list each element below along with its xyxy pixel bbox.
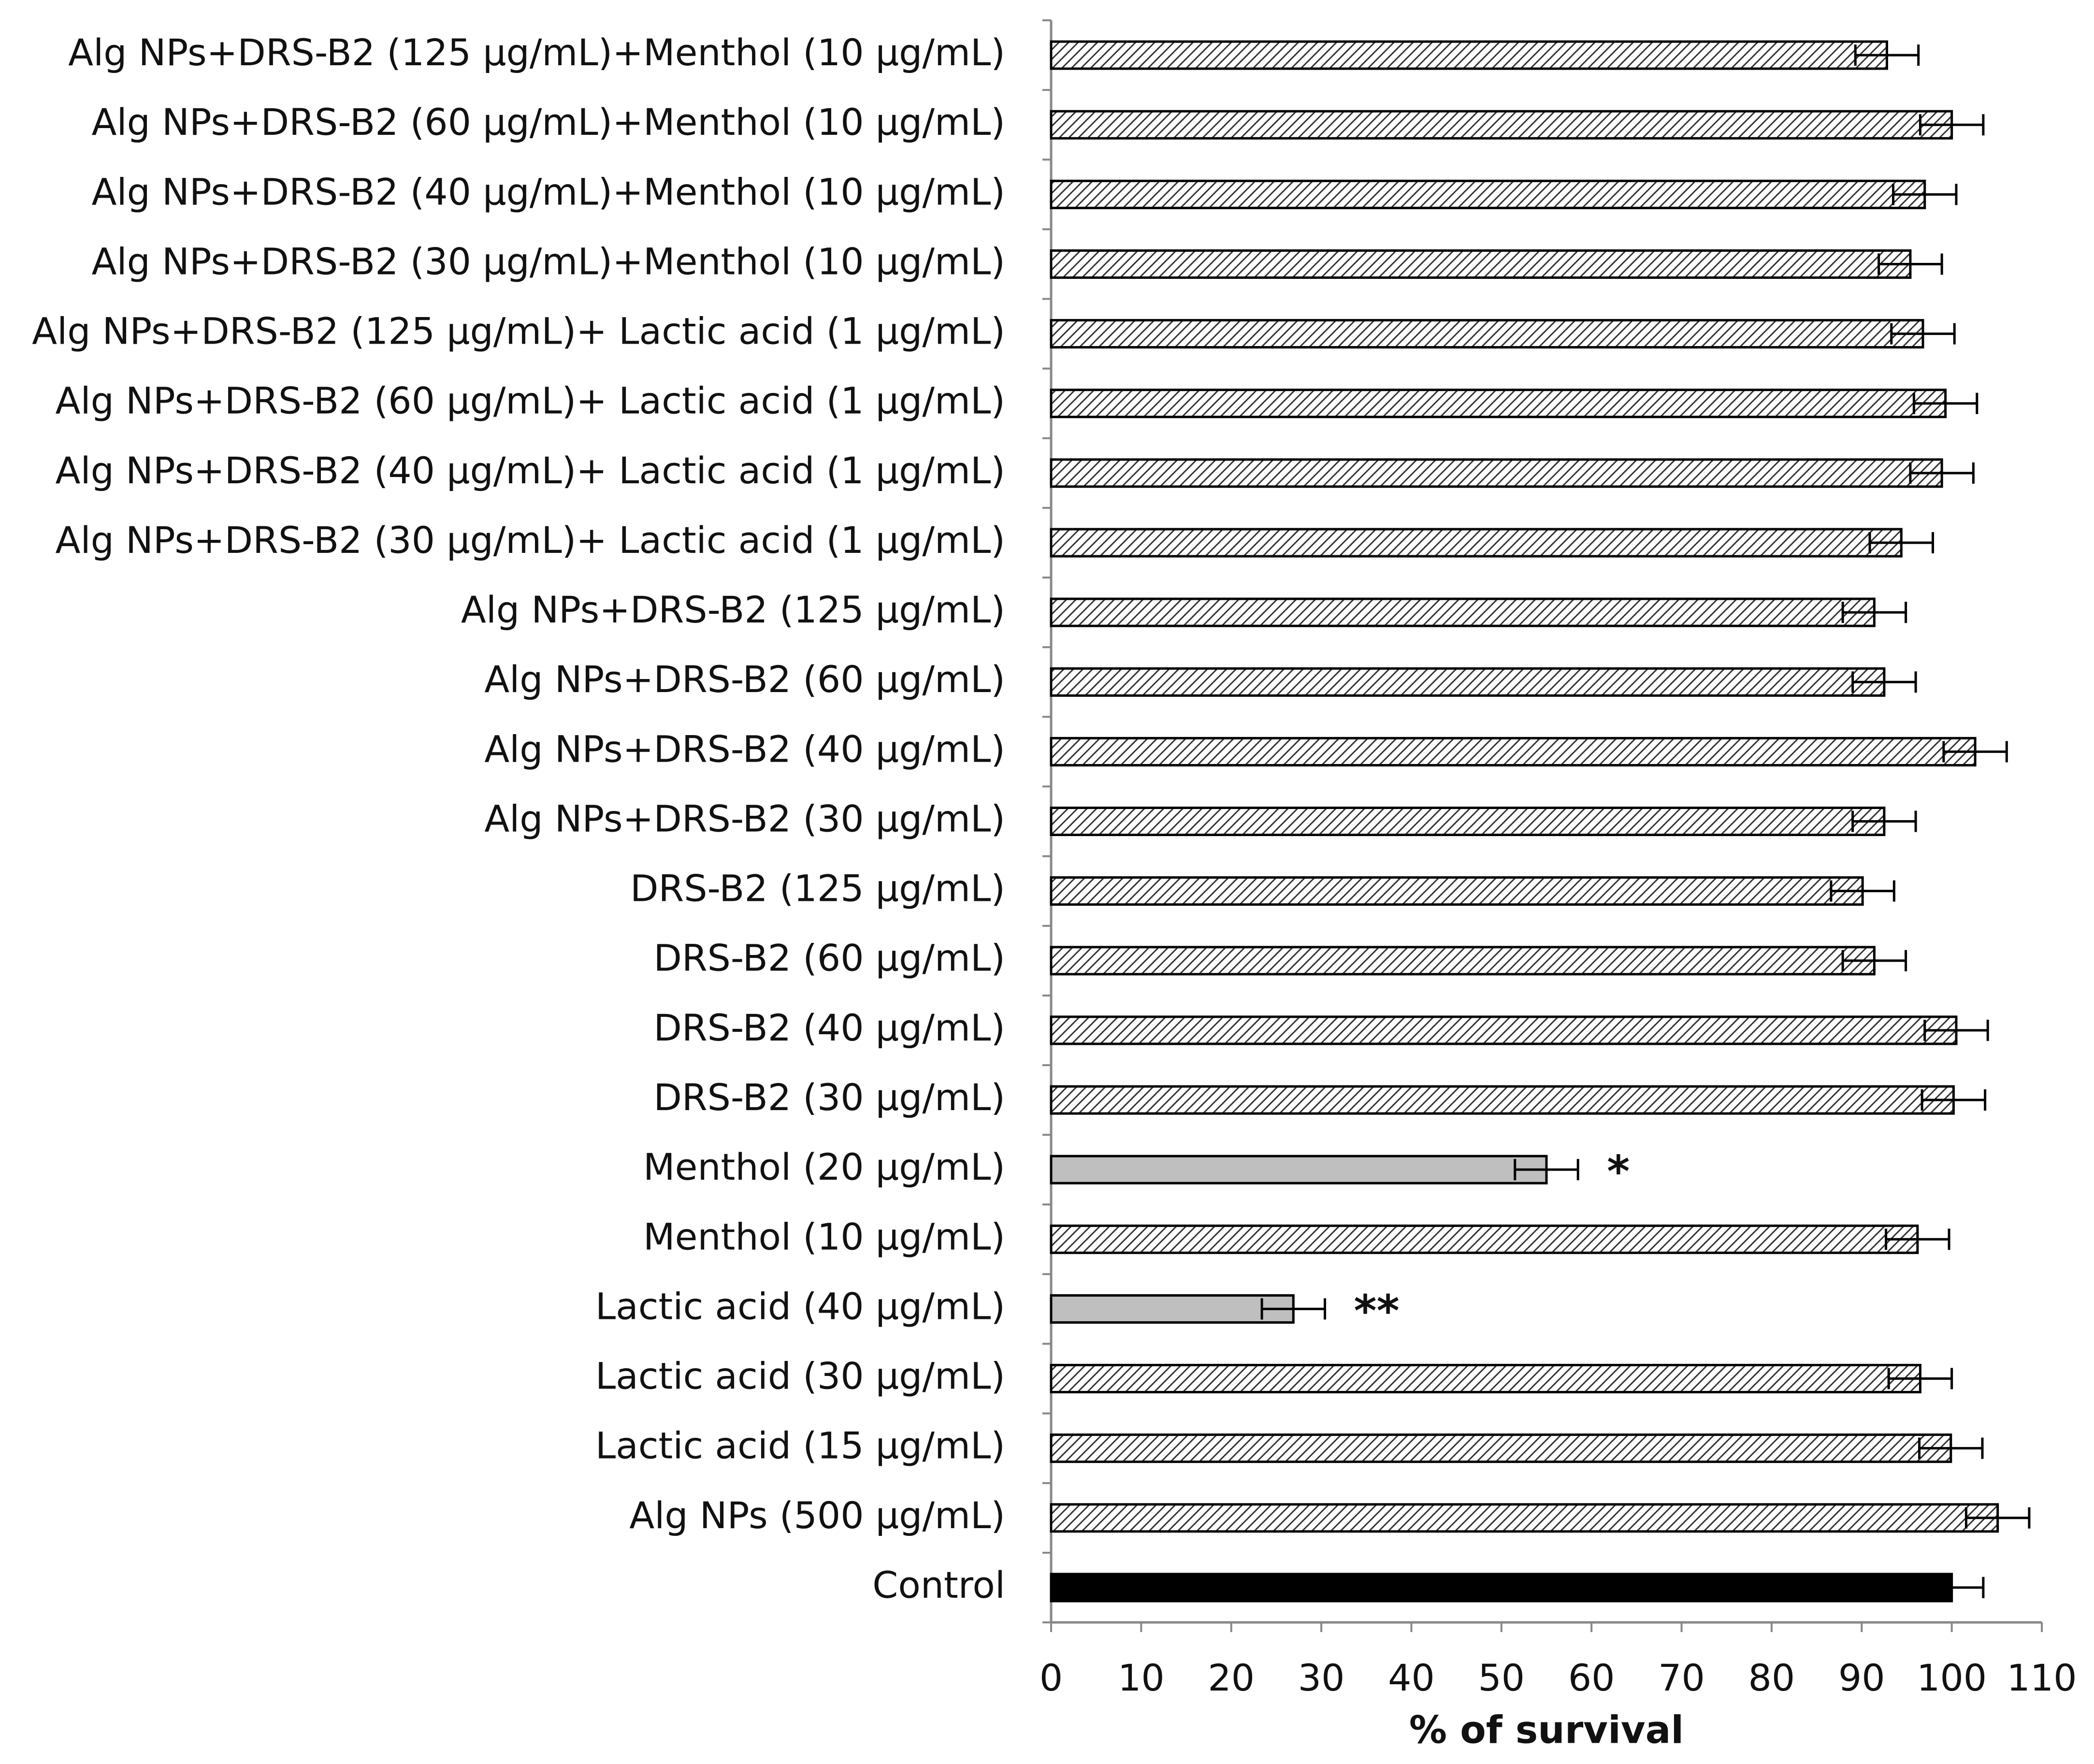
error-bar bbox=[1887, 1368, 1953, 1389]
category-label: DRS-B2 (30 μg/mL) bbox=[653, 1076, 1005, 1119]
category-label: Menthol (10 μg/mL) bbox=[643, 1215, 1005, 1258]
bar bbox=[1050, 249, 1912, 279]
error-bar bbox=[1514, 1159, 1579, 1181]
category-label: Alg NPs+DRS-B2 (40 μg/mL)+Menthol (10 μg… bbox=[92, 170, 1005, 213]
error-bar bbox=[1919, 114, 1985, 136]
bar bbox=[1050, 946, 1876, 976]
x-tick-label: 50 bbox=[1478, 1656, 1525, 1699]
error-bar bbox=[1877, 253, 1943, 275]
error-bar bbox=[1912, 392, 1978, 414]
category-label: Alg NPs (500 μg/mL) bbox=[629, 1494, 1005, 1537]
significance-label: * bbox=[1607, 1146, 1630, 1197]
bar bbox=[1050, 876, 1864, 906]
x-tick-label: 30 bbox=[1298, 1656, 1345, 1699]
x-tick-label: 100 bbox=[1917, 1656, 1987, 1699]
bar bbox=[1050, 597, 1876, 627]
category-label: DRS-B2 (40 μg/mL) bbox=[653, 1006, 1005, 1049]
category-label: Alg NPs+DRS-B2 (40 μg/mL) bbox=[484, 727, 1005, 770]
bar bbox=[1050, 1433, 1952, 1463]
error-bar bbox=[1964, 1507, 2031, 1529]
error-bar bbox=[1868, 532, 1934, 553]
category-label: Alg NPs+DRS-B2 (40 μg/mL)+ Lactic acid (… bbox=[56, 449, 1005, 492]
bar bbox=[1050, 1085, 1955, 1115]
x-tick-label: 0 bbox=[1040, 1656, 1063, 1699]
category-label: Lactic acid (40 μg/mL) bbox=[595, 1285, 1005, 1328]
error-bar bbox=[1918, 1437, 1984, 1459]
error-bar bbox=[1890, 323, 1956, 345]
error-bar bbox=[1854, 44, 1920, 66]
bar bbox=[1050, 1294, 1295, 1324]
category-label: Alg NPs+DRS-B2 (125 μg/mL) bbox=[461, 588, 1005, 631]
bar bbox=[1050, 179, 1926, 209]
bar bbox=[1050, 737, 1977, 766]
bar bbox=[1050, 319, 1924, 349]
category-label: Alg NPs+DRS-B2 (60 μg/mL) bbox=[484, 658, 1005, 701]
bar bbox=[1050, 667, 1886, 697]
bar bbox=[1050, 1015, 1958, 1045]
error-bar bbox=[1851, 671, 1917, 693]
x-tick-label: 90 bbox=[1838, 1656, 1885, 1699]
error-bar bbox=[1909, 462, 1975, 484]
category-label: Control bbox=[872, 1563, 1005, 1606]
category-label: DRS-B2 (125 μg/mL) bbox=[630, 867, 1005, 910]
significance-label: ** bbox=[1354, 1286, 1400, 1336]
category-label: Alg NPs+DRS-B2 (30 μg/mL)+Menthol (10 μg… bbox=[92, 240, 1005, 283]
bar bbox=[1050, 40, 1888, 70]
error-bar bbox=[1892, 184, 1958, 205]
category-label: Alg NPs+DRS-B2 (125 μg/mL)+Menthol (10 μ… bbox=[68, 31, 1005, 74]
category-label: Menthol (20 μg/mL) bbox=[643, 1145, 1005, 1188]
category-label: Alg NPs+DRS-B2 (60 μg/mL)+ Lactic acid (… bbox=[56, 379, 1005, 422]
x-tick-label: 80 bbox=[1748, 1656, 1795, 1699]
category-label: Alg NPs+DRS-B2 (30 μg/mL)+ Lactic acid (… bbox=[56, 519, 1005, 562]
bar bbox=[1050, 1573, 1953, 1603]
error-bar bbox=[1942, 741, 2008, 763]
error-bar bbox=[1841, 602, 1907, 623]
x-tick-label: 20 bbox=[1208, 1656, 1255, 1699]
x-tick-label: 60 bbox=[1568, 1656, 1615, 1699]
x-tick-label: 110 bbox=[2007, 1656, 2077, 1699]
x-axis-label: % of survival bbox=[1409, 1708, 1684, 1752]
bar bbox=[1050, 389, 1947, 419]
category-label: Alg NPs+DRS-B2 (60 μg/mL)+Menthol (10 μg… bbox=[92, 101, 1005, 144]
x-tick-label: 10 bbox=[1118, 1656, 1165, 1699]
error-bar bbox=[1923, 1019, 1989, 1041]
category-label: Alg NPs+DRS-B2 (30 μg/mL) bbox=[484, 797, 1005, 840]
error-bar bbox=[1851, 810, 1917, 832]
category-label: Lactic acid (15 μg/mL) bbox=[595, 1424, 1005, 1467]
bar bbox=[1050, 1364, 1921, 1394]
bar bbox=[1050, 110, 1953, 140]
x-tick-label: 40 bbox=[1388, 1656, 1435, 1699]
error-bar bbox=[1260, 1298, 1327, 1320]
bar bbox=[1050, 1155, 1548, 1185]
category-label: Lactic acid (30 μg/mL) bbox=[595, 1355, 1005, 1398]
bar bbox=[1050, 807, 1886, 836]
error-bar bbox=[1841, 950, 1907, 971]
bar bbox=[1050, 458, 1943, 488]
bar bbox=[1050, 1503, 1999, 1533]
bar bbox=[1050, 528, 1903, 558]
bar bbox=[1050, 1224, 1919, 1254]
error-bar bbox=[1885, 1229, 1950, 1250]
error-bar bbox=[1919, 1576, 1985, 1598]
error-bar bbox=[1830, 880, 1895, 902]
category-label: DRS-B2 (60 μg/mL) bbox=[653, 937, 1005, 980]
error-bar bbox=[1921, 1089, 1987, 1111]
x-tick-label: 70 bbox=[1658, 1656, 1705, 1699]
category-label: Alg NPs+DRS-B2 (125 μg/mL)+ Lactic acid … bbox=[32, 310, 1005, 353]
